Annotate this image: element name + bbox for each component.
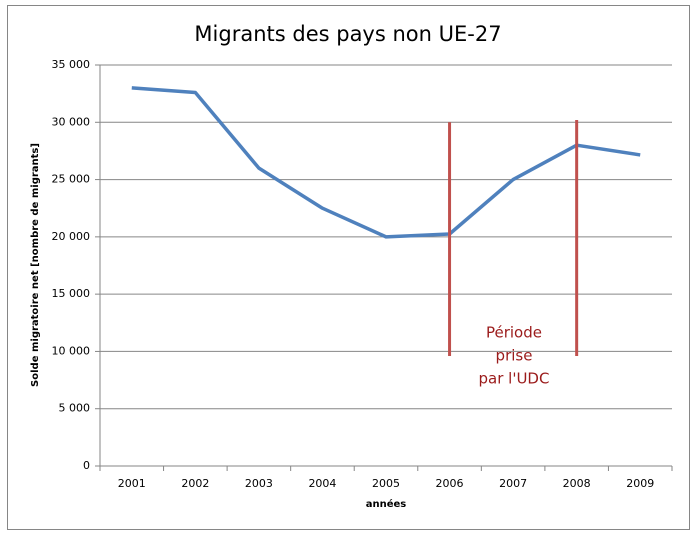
x-tick-label: 2009 [626, 477, 654, 490]
chart-title: Migrants des pays non UE-27 [194, 22, 501, 46]
x-tick-label: 2003 [245, 477, 273, 490]
y-tick-label: 20 000 [52, 230, 91, 243]
x-axis-title: années [366, 498, 407, 510]
x-tick-label: 2005 [372, 477, 400, 490]
y-tick-label: 10 000 [52, 344, 91, 357]
y-tick-label: 15 000 [52, 287, 91, 300]
x-tick-label: 2002 [181, 477, 209, 490]
y-tick-label: 5 000 [59, 402, 91, 415]
y-axis-title: Solde migratoire net [nombre de migrants… [30, 143, 41, 387]
annotation-text: prise [496, 347, 533, 365]
y-tick-label: 35 000 [52, 58, 91, 71]
x-tick-label: 2007 [499, 477, 527, 490]
y-tick-label: 0 [83, 459, 90, 472]
chart-border [7, 5, 690, 530]
y-tick-label: 30 000 [52, 115, 91, 128]
annotation-text: Période [486, 324, 542, 342]
x-tick-label: 2008 [563, 477, 591, 490]
x-tick-label: 2004 [308, 477, 336, 490]
x-tick-label: 2006 [436, 477, 464, 490]
line-series [131, 86, 641, 239]
x-tick-label: 2001 [118, 477, 146, 490]
annotation-text: par l'UDC [479, 370, 550, 388]
y-tick-label: 25 000 [52, 173, 91, 186]
